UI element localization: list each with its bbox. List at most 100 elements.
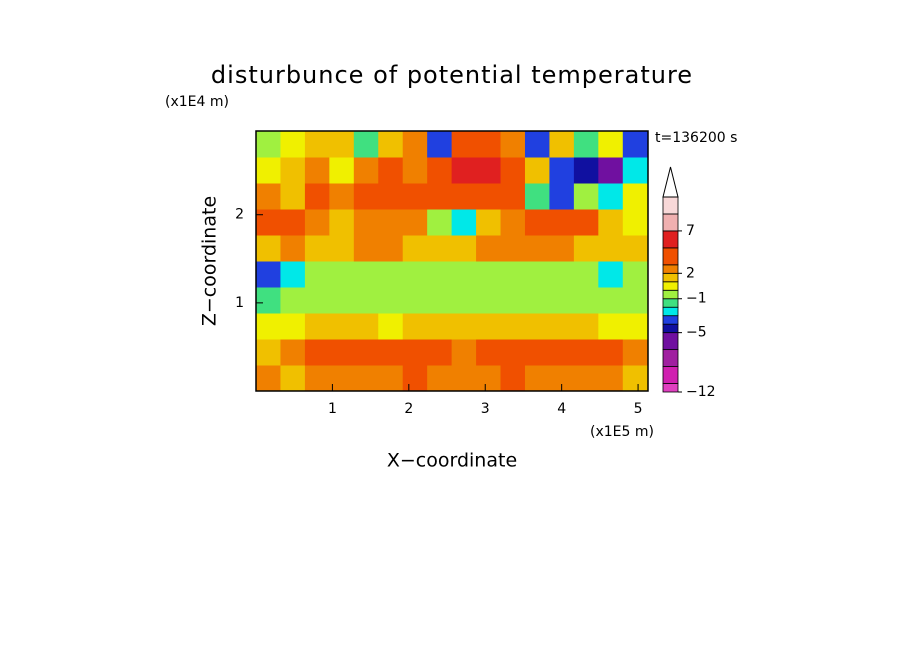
contour-cell — [549, 287, 575, 314]
colorbar-box — [662, 289, 679, 300]
contour-cell — [622, 131, 649, 158]
contour-cell — [378, 261, 404, 288]
contour-cell — [524, 209, 550, 236]
contour-cell — [280, 365, 306, 392]
contour-cell — [549, 131, 575, 158]
y-unit: (x1E4 m) — [165, 94, 229, 110]
contour-cell — [573, 261, 599, 288]
contour-cell — [598, 365, 624, 392]
contour-cell — [549, 157, 575, 184]
contour-cell — [402, 131, 428, 158]
contour-cell — [402, 261, 428, 288]
contour-cell — [524, 365, 550, 392]
contour-cell — [353, 365, 379, 392]
contour-cell — [500, 235, 526, 262]
contour-cell — [598, 339, 624, 366]
contour-cell — [524, 183, 550, 210]
contour-cell — [256, 261, 281, 288]
contour-cell — [353, 157, 379, 184]
contour-cell — [280, 157, 306, 184]
colorbar-box — [662, 323, 679, 334]
contour-cell — [598, 131, 624, 158]
contour-cell — [476, 131, 502, 158]
contour-cell — [500, 183, 526, 210]
colorbar-box — [662, 272, 679, 283]
colorbar-box — [662, 332, 679, 351]
contour-cell — [256, 157, 281, 184]
contour-cell — [598, 287, 624, 314]
colorbar-box — [662, 264, 679, 274]
contour-cell — [427, 235, 453, 262]
colorbar-box — [662, 366, 679, 384]
contour-cell — [378, 235, 404, 262]
contour-cell — [280, 313, 306, 340]
contour-cell — [402, 339, 428, 366]
contour-cell — [353, 131, 379, 158]
contour-cell — [524, 261, 550, 288]
contour-cell — [280, 131, 306, 158]
x-axis-label: X−coordinate — [387, 450, 517, 472]
contour-cell — [427, 209, 453, 236]
contour-cell — [573, 339, 599, 366]
contour-cell — [622, 261, 649, 288]
contour-cell — [622, 209, 649, 236]
colorbar-box — [662, 349, 679, 367]
contour-cell — [598, 157, 624, 184]
contour-cell — [451, 365, 477, 392]
contour-cell — [427, 261, 453, 288]
contour-cell — [524, 157, 550, 184]
contour-cell — [329, 183, 355, 210]
contour-cell — [549, 339, 575, 366]
contour-cell — [402, 287, 428, 314]
contour-cell — [427, 157, 453, 184]
contour-cell — [573, 209, 599, 236]
y-tick-label: 2 — [235, 207, 244, 223]
contour-cell — [353, 183, 379, 210]
contour-cell — [353, 261, 379, 288]
contour-cell — [304, 339, 330, 366]
contour-cell — [256, 365, 281, 392]
contour-cell — [451, 209, 477, 236]
contour-cell — [476, 157, 502, 184]
contour-cell — [353, 209, 379, 236]
contour-cell — [378, 313, 404, 340]
contour-cell — [256, 209, 281, 236]
contour-cell — [402, 183, 428, 210]
colorbar-label: −1 — [686, 291, 707, 307]
colorbar-extend — [662, 166, 679, 198]
colorbar-label: 7 — [686, 223, 695, 239]
contour-cell — [329, 209, 355, 236]
contour-cell — [304, 313, 330, 340]
contour-cell — [573, 235, 599, 262]
contour-cell — [304, 209, 330, 236]
contour-cell — [304, 287, 330, 314]
contour-cell — [476, 365, 502, 392]
contour-cell — [427, 287, 453, 314]
contour-cell — [451, 235, 477, 262]
contour-cell — [500, 365, 526, 392]
contour-cell — [427, 365, 453, 392]
contour-cell — [353, 287, 379, 314]
colorbar-box — [662, 196, 679, 215]
contour-cell — [378, 209, 404, 236]
contour-cell — [378, 131, 404, 158]
colorbar-box — [662, 247, 679, 266]
contour-cell — [598, 209, 624, 236]
contour-cell — [573, 131, 599, 158]
contour-cell — [451, 131, 477, 158]
contour-cell — [622, 365, 649, 392]
contour-cell — [524, 339, 550, 366]
contour-cell — [500, 287, 526, 314]
contour-cell — [329, 365, 355, 392]
colorbar-label: −12 — [686, 384, 716, 400]
contour-cell — [256, 183, 281, 210]
contour-cell — [476, 339, 502, 366]
contour-cell — [500, 313, 526, 340]
contour-cell — [622, 183, 649, 210]
contour-cell — [524, 131, 550, 158]
contour-cell — [256, 131, 281, 158]
x-tick-label: 3 — [481, 401, 490, 417]
contour-cell — [280, 261, 306, 288]
contour-cell — [304, 183, 330, 210]
contour-cell — [622, 339, 649, 366]
